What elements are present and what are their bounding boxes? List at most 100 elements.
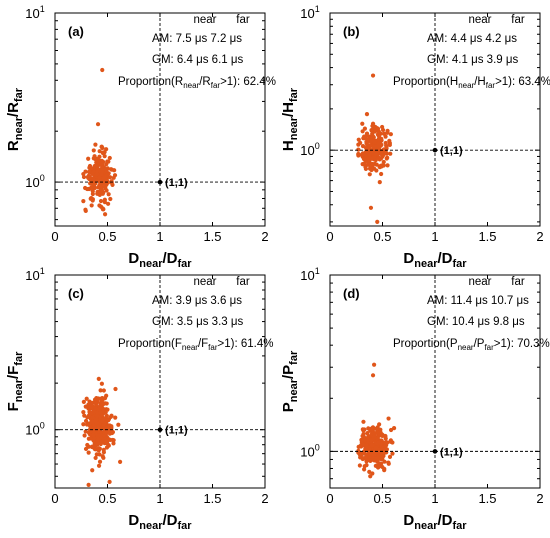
data-point [360, 433, 365, 439]
data-point [98, 388, 103, 393]
data-point [364, 443, 369, 448]
data-point [113, 386, 118, 392]
stats-header-near: near [468, 14, 491, 26]
stats-row: GM: 4.1 μs 3.9 μs [427, 54, 518, 66]
data-point [102, 395, 108, 401]
data-point [369, 167, 374, 173]
x-tick-label: 2 [261, 229, 268, 244]
data-point [388, 427, 394, 433]
reference-point-label: (1,1) [440, 145, 463, 157]
data-point [367, 143, 373, 148]
data-point [88, 405, 93, 410]
data-point [91, 148, 96, 153]
data-point [372, 139, 377, 144]
data-point [356, 444, 361, 449]
stats-row: AM: 11.4 μs 10.7 μs [427, 295, 529, 307]
data-point [356, 137, 361, 142]
data-point [97, 149, 102, 154]
data-point [85, 415, 90, 420]
data-point [359, 452, 364, 457]
stats-header-far: far [236, 14, 250, 26]
data-point [101, 207, 106, 212]
x-tick-label: 0 [326, 229, 333, 244]
data-point [91, 176, 96, 181]
data-point [385, 130, 390, 135]
y-tick-label: 101 [300, 4, 319, 21]
x-tick-label: 0 [51, 491, 58, 506]
x-tick-label: 0.5 [98, 229, 116, 244]
data-point [96, 463, 102, 468]
data-point [390, 451, 395, 456]
data-point [111, 441, 116, 446]
data-point [102, 184, 108, 189]
data-point [386, 416, 391, 421]
data-point [93, 406, 98, 411]
data-point [102, 212, 108, 217]
data-point [113, 415, 118, 420]
data-point [109, 179, 114, 184]
data-point [383, 140, 388, 146]
data-point [83, 169, 88, 174]
data-point [88, 196, 93, 201]
x-tick-label: 2 [536, 491, 543, 506]
data-point [364, 112, 370, 117]
data-point [375, 219, 380, 224]
data-point [370, 73, 376, 78]
data-point [81, 410, 86, 415]
data-point [371, 434, 377, 440]
x-axis-label: Dnear/Dfar [128, 250, 192, 270]
x-tick-label: 1 [156, 229, 163, 244]
data-point [97, 452, 102, 457]
data-point [357, 463, 362, 468]
reference-point-label: (1,1) [165, 425, 188, 437]
x-tick-label: 0.5 [373, 229, 391, 244]
data-point [81, 174, 87, 180]
x-tick-label: 1 [156, 491, 163, 506]
stats-annotation: near far AM: 7.5 μs 7.2 μs GM: 6.4 μs 6.1 μ… [118, 14, 276, 90]
data-point [104, 168, 109, 173]
data-point [356, 448, 361, 453]
x-axis-label: Dnear/Dfar [128, 512, 192, 532]
data-point [365, 149, 370, 154]
reference-point-label: (1,1) [165, 177, 188, 189]
data-point [356, 142, 361, 147]
data-point [105, 407, 110, 412]
data-point [111, 438, 116, 443]
y-tick-label: 101 [25, 266, 44, 283]
y-tick-label: 100 [300, 442, 319, 459]
data-point [83, 208, 88, 214]
data-point [81, 199, 86, 204]
data-point [367, 172, 372, 177]
data-point [106, 442, 111, 448]
data-point [379, 151, 384, 156]
data-point [101, 450, 106, 455]
data-point [116, 422, 121, 427]
data-point [93, 157, 98, 162]
data-point [90, 468, 95, 473]
data-point [385, 155, 390, 160]
data-point [360, 427, 365, 432]
data-point [81, 422, 86, 427]
data-point [81, 399, 86, 404]
panel-c: (1,1) 0 0.5 1 1.5 2 100 101 Dnear/Dfar Fnear/Ffar… [5, 266, 273, 532]
data-point [376, 449, 381, 454]
data-point [370, 123, 375, 129]
data-point [86, 173, 91, 179]
data-point [391, 426, 397, 431]
data-point [362, 126, 367, 131]
data-point [367, 469, 372, 474]
data-point [381, 163, 386, 168]
data-point [368, 138, 373, 144]
data-point [373, 151, 378, 156]
data-point [387, 138, 392, 143]
data-point [83, 446, 89, 452]
reference-point-label: (1,1) [440, 446, 463, 458]
data-point [376, 137, 381, 142]
data-point [99, 440, 104, 445]
data-point [103, 401, 108, 406]
data-point [96, 396, 101, 401]
data-point [99, 381, 104, 386]
x-tick-label: 1 [431, 229, 438, 244]
stats-proportion: Proportion(Pnear/Pfar>1): 70.3% [393, 338, 550, 352]
data-point [98, 189, 104, 194]
